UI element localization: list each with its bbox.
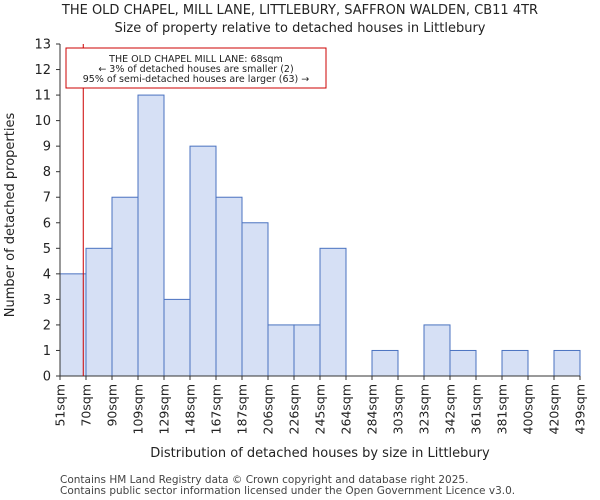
bar-148sqm xyxy=(189,145,217,377)
y-tick-label: 13 xyxy=(34,38,51,53)
bar-206sqm xyxy=(267,324,295,377)
bar-226sqm xyxy=(293,324,321,377)
footer-line-1: Contains HM Land Registry data © Crown c… xyxy=(60,474,469,486)
x-axis-label: Distribution of detached houses by size … xyxy=(150,446,490,461)
bar-167sqm xyxy=(215,196,243,377)
y-tick-label: 9 xyxy=(43,140,51,155)
x-tick-label: 90sqm xyxy=(105,384,120,427)
x-tick-label: 51sqm xyxy=(53,384,68,427)
annotation-line-1: THE OLD CHAPEL MILL LANE: 68sqm xyxy=(108,54,283,65)
x-tick-label: 167sqm xyxy=(209,384,224,434)
x-tick-label: 303sqm xyxy=(391,384,406,434)
bar-70sqm xyxy=(85,247,113,377)
y-tick-label: 3 xyxy=(43,293,51,308)
x-tick-label: 206sqm xyxy=(261,384,276,434)
y-tick-label: 8 xyxy=(43,165,51,180)
y-tick-label: 4 xyxy=(43,267,51,282)
bar-381sqm xyxy=(501,349,529,377)
footer-line-2: Contains public sector information licen… xyxy=(60,485,516,497)
bar-245sqm xyxy=(319,247,347,377)
x-tick-label: 264sqm xyxy=(339,384,354,434)
x-tick-label: 148sqm xyxy=(183,384,198,434)
annotation-box: THE OLD CHAPEL MILL LANE: 68sqm ← 3% of … xyxy=(65,47,327,89)
bar-51sqm xyxy=(59,273,87,377)
x-tick-label: 342sqm xyxy=(443,384,458,434)
y-tick-label: 11 xyxy=(34,89,51,104)
x-tick-label: 400sqm xyxy=(521,384,536,434)
x-tick-label: 129sqm xyxy=(157,384,172,434)
y-tick-label: 12 xyxy=(34,63,51,78)
y-tick-label: 2 xyxy=(43,318,51,333)
bar-129sqm xyxy=(163,298,191,377)
y-tick-label: 6 xyxy=(43,216,51,231)
bar-342sqm xyxy=(449,349,477,377)
x-tick-label: 226sqm xyxy=(287,384,302,434)
bar-420sqm xyxy=(553,349,581,377)
y-tick-label: 0 xyxy=(43,370,51,385)
x-tick-label: 381sqm xyxy=(495,384,510,434)
x-tick-label: 361sqm xyxy=(469,384,484,434)
y-axis-label: Number of detached properties xyxy=(3,113,18,318)
x-tick-label: 420sqm xyxy=(547,384,562,434)
y-tick-label: 10 xyxy=(34,114,51,129)
y-tick-label: 1 xyxy=(43,344,51,359)
bar-90sqm xyxy=(111,196,139,377)
y-tick-label: 7 xyxy=(43,191,51,206)
bar-187sqm xyxy=(241,222,269,377)
annotation-line-3: 95% of semi-detached houses are larger (… xyxy=(83,74,310,85)
x-tick-label: 323sqm xyxy=(417,384,432,434)
chart-title: THE OLD CHAPEL, MILL LANE, LITTLEBURY, S… xyxy=(61,3,539,18)
y-tick-label: 5 xyxy=(43,242,51,257)
x-tick-label: 245sqm xyxy=(313,384,328,434)
bar-323sqm xyxy=(423,324,451,377)
x-tick-label: 439sqm xyxy=(573,384,588,434)
x-tick-label: 70sqm xyxy=(79,384,94,427)
bar-109sqm xyxy=(137,94,165,377)
annotation-line-2: ← 3% of detached houses are smaller (2) xyxy=(98,64,293,75)
x-tick-label: 109sqm xyxy=(131,384,146,434)
x-tick-label: 284sqm xyxy=(365,384,380,434)
bar-284sqm xyxy=(371,349,399,377)
chart-subtitle: Size of property relative to detached ho… xyxy=(114,21,486,36)
x-tick-label: 187sqm xyxy=(235,384,250,434)
